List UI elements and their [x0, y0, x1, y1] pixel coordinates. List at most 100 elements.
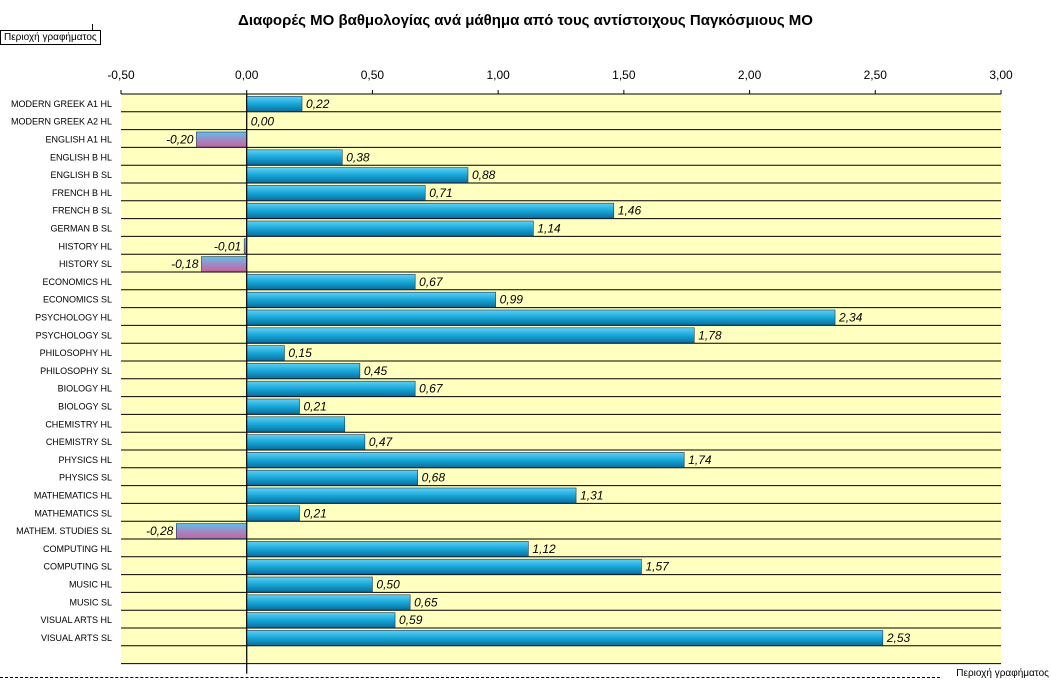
value-label: 0,15 [288, 346, 312, 360]
bar [246, 363, 361, 379]
bar [246, 505, 300, 522]
bar [246, 149, 343, 166]
value-label: 0,21 [304, 506, 327, 520]
bar [246, 167, 469, 183]
value-label: 0,71 [429, 186, 452, 200]
value-label: 2,34 [838, 311, 863, 325]
bar [246, 220, 534, 237]
value-label: -0,01 [214, 239, 241, 253]
value-label: 1,46 [618, 204, 642, 218]
x-tick-label: 0,00 [235, 68, 259, 82]
category-label: ECONOMICS SL [43, 295, 112, 305]
value-label: -0,28 [146, 524, 174, 538]
category-label: MATHEMATICS SL [34, 508, 112, 518]
category-label: PHILOSOPHY HL [40, 348, 112, 358]
category-label: VISUAL ARTS HL [40, 615, 112, 625]
category-label: PHYSICS HL [58, 455, 112, 465]
value-label: 0,22 [306, 97, 330, 111]
category-label: PSYCHOLOGY SL [36, 330, 112, 340]
category-label: HISTORY HL [58, 241, 112, 251]
bar [246, 398, 300, 415]
value-label: 0,88 [472, 168, 496, 182]
category-label: COMPUTING HL [43, 544, 112, 554]
category-label: GERMAN B SL [50, 224, 112, 234]
bar [246, 345, 285, 361]
category-label: MODERN GREEK A1 HL [11, 99, 112, 109]
bar [246, 380, 416, 397]
category-label: MUSIC HL [69, 580, 112, 590]
category-label: ENGLISH B HL [50, 152, 112, 162]
bar [246, 576, 373, 593]
category-label: CHEMISTRY HL [45, 419, 112, 429]
value-label: 0,65 [414, 595, 438, 609]
category-label: CHEMISTRY SL [46, 437, 112, 447]
category-label: ECONOMICS HL [42, 277, 112, 287]
bar [246, 612, 396, 628]
category-label: PHILOSOPHY SL [40, 366, 112, 376]
category-label: MATHEMATICS HL [34, 491, 112, 501]
bar [246, 327, 695, 344]
bar [246, 416, 346, 433]
category-label: MODERN GREEK A2 HL [11, 117, 112, 127]
value-label: 1,57 [645, 560, 670, 574]
bar [176, 523, 248, 539]
bar [246, 309, 836, 326]
value-label: 0,47 [369, 435, 394, 449]
bar [246, 274, 416, 290]
value-label: 0,68 [422, 471, 446, 485]
category-label: MATHEM. STUDIES SL [16, 526, 112, 536]
bar [201, 256, 248, 272]
value-label: 1,14 [537, 222, 561, 236]
value-label: 0,21 [304, 400, 327, 414]
value-label: -0,18 [171, 257, 199, 271]
bar [246, 96, 303, 112]
category-label: HISTORY SL [59, 259, 112, 269]
footer-plot-area-label: Περιοχή γραφήματος [956, 668, 1049, 679]
category-label: PHYSICS SL [59, 473, 112, 483]
category-label: FRENCH B HL [52, 188, 112, 198]
x-tick-label: 3,00 [989, 68, 1013, 82]
value-label: 2,53 [886, 631, 911, 645]
x-tick-label: -0,50 [107, 68, 135, 82]
plot-area-marker [92, 24, 93, 31]
bar [196, 131, 248, 148]
value-label: 0,38 [346, 150, 370, 164]
category-label: ENGLISH A1 HL [45, 135, 112, 145]
value-label: 0,00 [251, 115, 275, 129]
x-tick-label: 1,50 [612, 68, 636, 82]
category-label: BIOLOGY HL [58, 384, 112, 394]
x-tick-label: 0,50 [361, 68, 385, 82]
category-label: COMPUTING SL [43, 562, 112, 572]
category-label: ENGLISH B SL [50, 170, 112, 180]
bar [246, 558, 642, 575]
x-tick-label: 1,00 [486, 68, 510, 82]
category-label: BIOLOGY SL [58, 402, 112, 412]
bar [246, 541, 529, 557]
value-label: 0,67 [419, 275, 444, 289]
value-label: 0,50 [376, 578, 400, 592]
bar [246, 291, 496, 308]
value-label: 0,99 [500, 293, 524, 307]
plot-area-label[interactable]: Περιοχή γραφήματος [0, 30, 101, 45]
bar [246, 185, 426, 201]
value-label: 0,59 [399, 613, 423, 627]
chart-title: Διαφορές ΜΟ βαθμολογίας ανά μάθημα από τ… [238, 12, 813, 29]
x-tick-label: 2,50 [864, 68, 888, 82]
value-label: 0,67 [419, 382, 444, 396]
category-label: PSYCHOLOGY HL [35, 313, 112, 323]
category-label: MUSIC SL [69, 597, 112, 607]
bar [246, 452, 685, 468]
bar [246, 469, 418, 486]
value-label: 1,12 [532, 542, 556, 556]
bar [246, 487, 577, 504]
value-label: 1,74 [688, 453, 712, 467]
category-label: FRENCH B SL [52, 206, 112, 216]
bar [246, 202, 615, 219]
value-label: 0,45 [364, 364, 388, 378]
category-label: VISUAL ARTS SL [41, 633, 112, 643]
value-label: -0,20 [166, 133, 194, 147]
value-label: 1,31 [580, 489, 603, 503]
bar [246, 630, 884, 646]
footer-divider [0, 677, 940, 678]
